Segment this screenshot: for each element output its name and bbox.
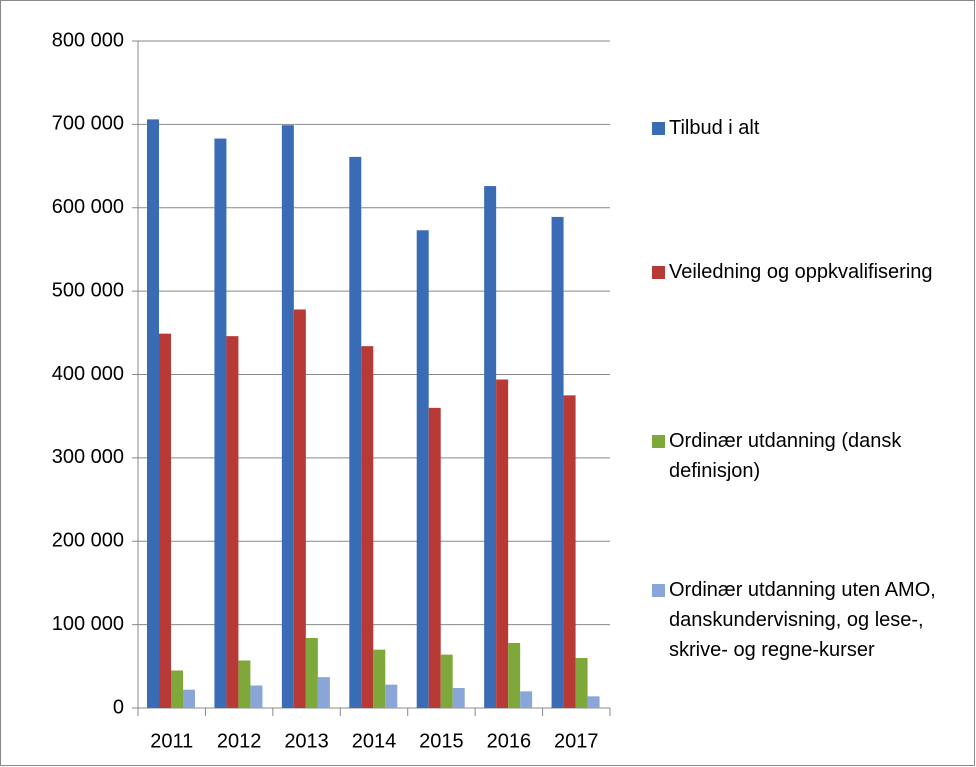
- bar: [373, 649, 386, 708]
- y-tick-label: 300 000: [52, 446, 124, 468]
- bar: [496, 379, 509, 708]
- bar: [428, 407, 441, 708]
- legend-item: Ordinær utdanning uten AMO, danskundervi…: [652, 575, 972, 665]
- bar: [250, 685, 263, 708]
- x-tick-label: 2017: [554, 730, 599, 752]
- bar: [159, 333, 171, 708]
- bar: [452, 687, 465, 708]
- bar: [508, 642, 521, 708]
- bar: [440, 654, 453, 708]
- y-tick-label: 200 000: [52, 530, 124, 552]
- bar: [587, 696, 600, 708]
- bar: [416, 230, 429, 709]
- x-tick-label: 2015: [419, 730, 464, 752]
- legend-swatch: [652, 122, 665, 135]
- bar: [293, 309, 306, 708]
- x-tick-label: 2011: [150, 730, 193, 752]
- legend-label: Veiledning og oppkvalifisering: [669, 261, 933, 283]
- bar: [361, 346, 374, 708]
- bar: [214, 138, 227, 708]
- x-tick-label: 2014: [352, 730, 397, 752]
- bar: [563, 395, 576, 708]
- y-tick-label: 600 000: [52, 196, 124, 218]
- bar: [484, 186, 497, 708]
- legend-label: Ordinær utdanning (dansk definisjon): [669, 430, 902, 482]
- bar: [575, 657, 588, 708]
- legend-swatch: [652, 584, 665, 597]
- bar: [226, 336, 239, 708]
- bar: [349, 156, 362, 709]
- bar: [183, 689, 195, 708]
- bar: [238, 660, 251, 708]
- bar: [317, 677, 330, 708]
- bar: [385, 684, 398, 708]
- x-tick-label: 2016: [487, 730, 532, 752]
- legend-swatch: [652, 266, 665, 279]
- bar: [305, 637, 318, 708]
- bar: [551, 216, 564, 708]
- legend-item: Tilbud i alt: [652, 113, 972, 143]
- bar: [147, 119, 159, 708]
- legend-item: Ordinær utdanning (dansk definisjon): [652, 426, 972, 486]
- y-tick-label: 800 000: [52, 29, 124, 51]
- bar: [171, 670, 183, 708]
- y-tick-label: 400 000: [52, 363, 124, 385]
- y-tick-label: 0: [113, 696, 124, 718]
- legend-item: Veiledning og oppkvalifisering: [652, 257, 972, 287]
- y-tick-label: 500 000: [52, 279, 124, 301]
- x-tick-label: 2012: [217, 730, 262, 752]
- legend-label: Ordinær utdanning uten AMO, danskundervi…: [669, 579, 936, 661]
- bar: [281, 125, 294, 709]
- legend-label: Tilbud i alt: [669, 117, 760, 139]
- y-tick-label: 700 000: [52, 113, 124, 135]
- x-tick-label: 2013: [284, 730, 329, 752]
- bar: [520, 691, 533, 708]
- y-tick-label: 100 000: [52, 613, 124, 635]
- legend-swatch: [652, 435, 665, 448]
